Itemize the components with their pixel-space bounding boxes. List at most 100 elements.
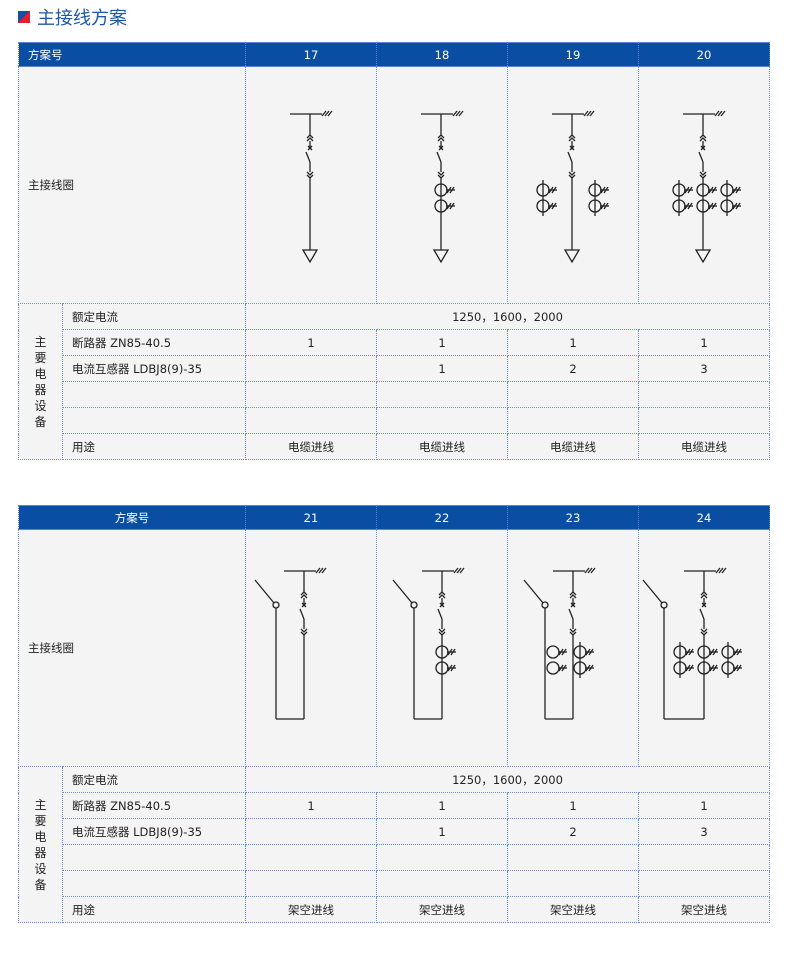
empty-cell bbox=[376, 870, 508, 897]
empty-cell bbox=[245, 870, 377, 897]
diagram-row: 主接线圈 bbox=[18, 529, 770, 767]
empty-cell bbox=[638, 870, 770, 897]
rated-current-label: 额定电流 bbox=[62, 303, 246, 330]
breaker-count: 1 bbox=[638, 792, 770, 819]
rated-current-row: 主要电器设备 额定电流 1250，1600，2000 bbox=[18, 303, 770, 460]
diagram-label: 主接线圈 bbox=[18, 66, 246, 304]
breaker-count: 1 bbox=[507, 329, 639, 356]
usage-value: 架空进线 bbox=[376, 896, 508, 923]
scheme-number: 23 bbox=[507, 505, 639, 530]
usage-value: 电缆进线 bbox=[638, 433, 770, 460]
scheme-table: 方案号 21 22 23 24 主接线圈主要电器设备 额定电流 1250，1600，2000… bbox=[18, 505, 770, 923]
empty-cell bbox=[638, 844, 770, 871]
label-char: 设 bbox=[34, 861, 47, 876]
wiring-diagram-cell bbox=[245, 529, 377, 767]
rated-current-value: 1250，1600，2000 bbox=[245, 766, 770, 793]
diagram-row: 主接线圈 bbox=[18, 66, 770, 304]
wiring-diagram bbox=[523, 567, 596, 720]
label-char: 器 bbox=[34, 845, 47, 860]
wiring-diagram-cell bbox=[376, 529, 508, 767]
usage-label: 用途 bbox=[62, 433, 246, 460]
wiring-diagram-cell bbox=[376, 66, 508, 304]
breaker-count: 1 bbox=[245, 792, 377, 819]
empty-cell bbox=[507, 844, 639, 871]
rated-current-row: 主要电器设备 额定电流 1250，1600，2000 bbox=[18, 766, 770, 923]
ct-count: 1 bbox=[376, 818, 508, 845]
ct-label: 电流互感器 LDBJ8(9)-35 bbox=[62, 818, 246, 845]
label-char: 备 bbox=[34, 414, 47, 429]
ct-label: 电流互感器 LDBJ8(9)-35 bbox=[62, 355, 246, 382]
diagram-label: 主接线圈 bbox=[18, 529, 246, 767]
empty-row bbox=[19, 844, 770, 871]
usage-value: 电缆进线 bbox=[507, 433, 639, 460]
ct-row: 电流互感器 LDBJ8(9)-35 1 2 3 bbox=[19, 818, 770, 845]
usage-label: 用途 bbox=[62, 896, 246, 923]
breaker-label: 断路器 ZN85-40.5 bbox=[62, 792, 246, 819]
usage-value: 架空进线 bbox=[245, 896, 377, 923]
empty-cell bbox=[507, 381, 639, 408]
breaker-count: 1 bbox=[507, 792, 639, 819]
scheme-number: 19 bbox=[507, 42, 639, 67]
rated-current-value: 1250，1600，2000 bbox=[245, 303, 770, 330]
wiring-diagram bbox=[672, 110, 741, 264]
empty-cell bbox=[62, 381, 246, 408]
wiring-diagram bbox=[421, 110, 464, 264]
main-equipment-label: 主要电器设备 bbox=[18, 303, 63, 460]
empty-cell bbox=[507, 407, 639, 434]
label-char: 设 bbox=[34, 398, 47, 413]
usage-row: 用途 架空进线 架空进线 架空进线 架空进线 bbox=[19, 896, 770, 923]
empty-cell bbox=[638, 407, 770, 434]
section-title-text: 主接线方案 bbox=[37, 8, 127, 29]
scheme-number: 17 bbox=[245, 42, 377, 67]
empty-cell bbox=[245, 844, 377, 871]
header-row: 方案号 21 22 23 24 bbox=[18, 505, 770, 530]
label-char: 电 bbox=[34, 829, 47, 844]
label-char: 要 bbox=[34, 813, 47, 828]
scheme-number: 22 bbox=[376, 505, 508, 530]
empty-cell bbox=[62, 844, 246, 871]
label-char: 备 bbox=[34, 877, 47, 892]
scheme-number: 18 bbox=[376, 42, 508, 67]
wiring-diagram-cell bbox=[245, 66, 377, 304]
label-char: 主 bbox=[34, 334, 47, 349]
empty-cell bbox=[245, 407, 377, 434]
wiring-diagram bbox=[536, 110, 609, 264]
scheme-number: 24 bbox=[638, 505, 770, 530]
breaker-row: 断路器 ZN85-40.5 1 1 1 1 bbox=[19, 792, 770, 819]
usage-value: 电缆进线 bbox=[376, 433, 508, 460]
breaker-count: 1 bbox=[376, 792, 508, 819]
wiring-diagram bbox=[642, 567, 742, 720]
wiring-diagram bbox=[254, 567, 327, 720]
breaker-count: 1 bbox=[376, 329, 508, 356]
scheme-number: 21 bbox=[245, 505, 377, 530]
ct-count: 1 bbox=[376, 355, 508, 382]
ct-count: 2 bbox=[507, 355, 639, 382]
rated-current-label: 额定电流 bbox=[62, 766, 246, 793]
empty-cell bbox=[62, 870, 246, 897]
wiring-diagram-cell bbox=[507, 529, 639, 767]
ct-count bbox=[245, 818, 377, 845]
main-equipment-label: 主要电器设备 bbox=[18, 766, 63, 923]
breaker-label: 断路器 ZN85-40.5 bbox=[62, 329, 246, 356]
usage-value: 架空进线 bbox=[507, 896, 639, 923]
empty-cell bbox=[376, 407, 508, 434]
ct-count bbox=[245, 355, 377, 382]
empty-cell bbox=[507, 870, 639, 897]
breaker-count: 1 bbox=[638, 329, 770, 356]
ct-row: 电流互感器 LDBJ8(9)-35 1 2 3 bbox=[19, 355, 770, 382]
usage-value: 电缆进线 bbox=[245, 433, 377, 460]
empty-cell bbox=[638, 381, 770, 408]
label-char: 要 bbox=[34, 350, 47, 365]
label-char: 电 bbox=[34, 366, 47, 381]
wiring-diagram bbox=[392, 567, 465, 720]
usage-row: 用途 电缆进线 电缆进线 电缆进线 电缆进线 bbox=[19, 433, 770, 460]
empty-row bbox=[19, 381, 770, 408]
wiring-diagram bbox=[290, 110, 333, 264]
empty-row bbox=[19, 407, 770, 434]
scheme-no-header: 方案号 bbox=[18, 42, 246, 67]
usage-value: 架空进线 bbox=[638, 896, 770, 923]
label-char: 器 bbox=[34, 382, 47, 397]
wiring-diagram-cell bbox=[507, 66, 639, 304]
empty-cell bbox=[245, 381, 377, 408]
breaker-count: 1 bbox=[245, 329, 377, 356]
